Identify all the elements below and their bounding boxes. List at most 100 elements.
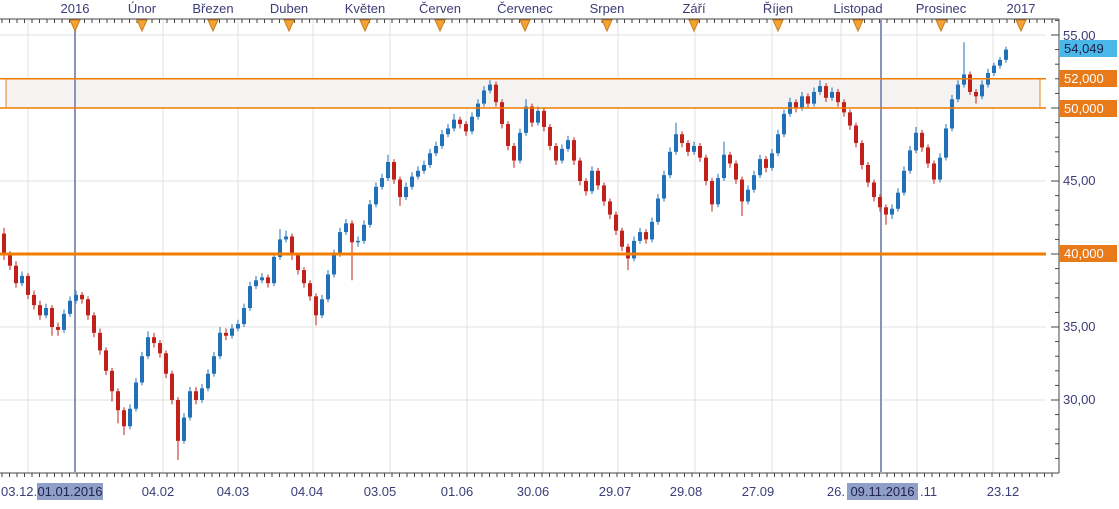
resistance-band[interactable]	[5, 78, 1041, 109]
candlestick	[980, 84, 984, 97]
month-arrow-icon	[207, 19, 219, 33]
candlestick	[764, 159, 768, 168]
candlestick	[536, 110, 540, 123]
month-label-2016: 2016	[61, 1, 90, 16]
candlestick	[800, 96, 804, 108]
candlestick	[164, 353, 168, 374]
candlestick	[890, 208, 894, 215]
candlestick	[170, 373, 174, 400]
candlestick	[242, 308, 246, 325]
price-line-label-40000[interactable]: 40,000	[1059, 245, 1117, 262]
candlestick	[98, 332, 102, 351]
candlestick	[152, 337, 156, 344]
candlestick	[518, 132, 522, 161]
month-arrow-icon	[688, 19, 700, 33]
candlestick	[644, 232, 648, 240]
candlestick	[848, 112, 852, 126]
month-arrow-icon	[935, 19, 947, 33]
candlestick	[956, 84, 960, 100]
candlestick	[758, 159, 762, 176]
candlestick	[446, 128, 450, 135]
candlestick	[272, 256, 276, 284]
candlestick	[314, 296, 318, 316]
candlestick	[722, 154, 726, 179]
candlestick	[482, 90, 486, 104]
candlestick	[356, 240, 360, 243]
candlestick	[26, 275, 30, 295]
candlestick	[32, 294, 36, 306]
candlestick	[56, 327, 60, 330]
candlestick	[254, 280, 258, 287]
candlestick	[692, 145, 696, 152]
candlestick	[902, 170, 906, 193]
candlestick	[410, 176, 414, 187]
candlestick	[728, 154, 732, 164]
month-arrow-icon	[359, 19, 371, 33]
date-label-29.08: 29.08	[670, 484, 703, 499]
candlestick	[428, 153, 432, 165]
date-label-29.07: 29.07	[599, 484, 632, 499]
candlestick	[440, 134, 444, 146]
candlestick	[752, 175, 756, 190]
candlestick	[206, 373, 210, 389]
candlestick	[146, 337, 150, 357]
month-label-Červen: Červen	[419, 1, 461, 16]
date-label-01.06: 01.06	[441, 484, 474, 499]
candlestick	[14, 265, 18, 284]
candlestick	[332, 254, 336, 275]
month-arrow-icon	[601, 19, 613, 33]
candlestick	[68, 300, 72, 314]
candlestick	[248, 286, 252, 309]
candlestick	[224, 332, 228, 336]
date-highlight-01-01-2016: 01.01.2016	[37, 483, 103, 500]
candlestick	[284, 236, 288, 240]
month-arrow-icon	[519, 19, 531, 33]
candlestick	[188, 391, 192, 418]
candlestick	[596, 170, 600, 186]
candlestick	[824, 86, 828, 98]
candlestick	[86, 299, 90, 316]
candlestick	[296, 255, 300, 271]
candlestick	[566, 140, 570, 149]
candlestick	[770, 153, 774, 168]
candlestick	[668, 151, 672, 176]
date-label-03.05: 03.05	[364, 484, 397, 499]
candlestick	[2, 233, 6, 256]
candlestick	[614, 214, 618, 231]
price-line-label-50000[interactable]: 50,000	[1059, 100, 1117, 117]
candlestick	[278, 239, 282, 257]
candlestick	[854, 125, 858, 144]
candlestick	[806, 96, 810, 104]
candlestick	[62, 313, 66, 330]
candlestick	[386, 162, 390, 179]
month-label-Duben: Duben	[270, 1, 308, 16]
price-line-label-52000[interactable]: 52,000	[1059, 70, 1117, 87]
candlestick	[782, 113, 786, 135]
date-label-30.06: 30.06	[517, 484, 550, 499]
candlestick	[464, 124, 468, 132]
candlestick	[878, 197, 882, 208]
month-label-Prosinec: Prosinec	[916, 1, 967, 16]
candlestick	[914, 132, 918, 151]
candlestick	[266, 277, 270, 284]
candlestick	[638, 232, 642, 241]
candlestick	[116, 391, 120, 411]
candlestick	[476, 103, 480, 117]
candlestick	[134, 382, 138, 409]
candlestick	[218, 332, 222, 357]
candlestick	[200, 388, 204, 400]
candlestick	[548, 126, 552, 146]
candlestick	[974, 91, 978, 97]
candlestick	[578, 160, 582, 181]
candlestick	[128, 408, 132, 427]
month-label-Říjen: Říjen	[763, 1, 793, 16]
candlestick	[308, 283, 312, 297]
month-label-Listopad: Listopad	[833, 1, 882, 16]
candlestick	[104, 350, 108, 371]
candlestick	[194, 391, 198, 400]
candlestick	[524, 106, 528, 133]
candlestick	[926, 147, 930, 164]
candlestick	[350, 223, 354, 243]
month-arrow-icon	[136, 19, 148, 33]
candlestick	[776, 134, 780, 154]
